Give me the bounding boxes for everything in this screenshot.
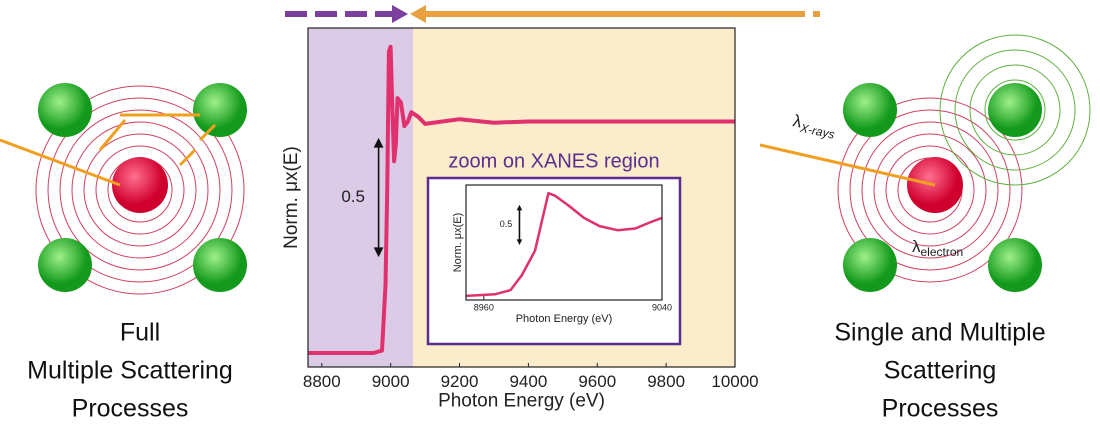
region-band — [308, 28, 414, 367]
spectrum-line — [308, 44, 735, 355]
left-caption: Processes — [72, 395, 189, 423]
arrow-head — [516, 204, 523, 211]
lambda-subscript: electron — [921, 245, 964, 259]
arrow-head — [373, 137, 384, 148]
x-tick-label: 8800 — [303, 372, 341, 391]
left-caption: Multiple Scattering — [27, 357, 233, 385]
lambda-subscript: X-rays — [798, 121, 836, 142]
x-tick-label: 9400 — [509, 372, 547, 391]
scale-bar-label: 0.5 — [500, 219, 513, 229]
arrow-head — [373, 247, 384, 258]
right-caption: Scattering — [884, 357, 997, 385]
x-tick-label: 9000 — [372, 372, 410, 391]
x-tick-label: 9040 — [652, 302, 672, 312]
inset-title: zoom on XANES region — [448, 150, 659, 172]
x-tick-label: 8960 — [474, 302, 494, 312]
x-tick-label: 9800 — [647, 372, 685, 391]
right-caption: Processes — [882, 395, 999, 423]
left-caption: Full — [120, 319, 160, 347]
lambda-xrays: λX-rays — [791, 112, 838, 142]
scattering-illustration-left — [0, 83, 247, 295]
y-axis-label: Norm. μx(E) — [452, 213, 464, 273]
x-axis-label: Photon Energy (eV) — [516, 313, 613, 325]
scattering-illustration-right: λX-rays λelectron — [759, 34, 1091, 292]
right-caption: Single and Multiple — [834, 319, 1045, 347]
y-axis-label: Norm. μx(E) — [281, 146, 302, 249]
x-axis-label: Photon Energy (eV) — [438, 390, 605, 411]
scale-bar-label: 0.5 — [341, 187, 365, 206]
x-tick-label: 9600 — [578, 372, 616, 391]
plot-frame — [307, 27, 736, 368]
arrow-head — [516, 239, 523, 245]
x-tick-label: 10000 — [711, 372, 758, 391]
x-tick-label: 9200 — [441, 372, 479, 391]
region-arrows — [285, 5, 820, 23]
lambda-electron: λelectron — [912, 237, 963, 259]
spectrum-line — [465, 191, 663, 298]
lambda-symbol: λ — [912, 237, 921, 256]
inset-frame — [426, 176, 682, 346]
plot-frame — [465, 184, 663, 301]
